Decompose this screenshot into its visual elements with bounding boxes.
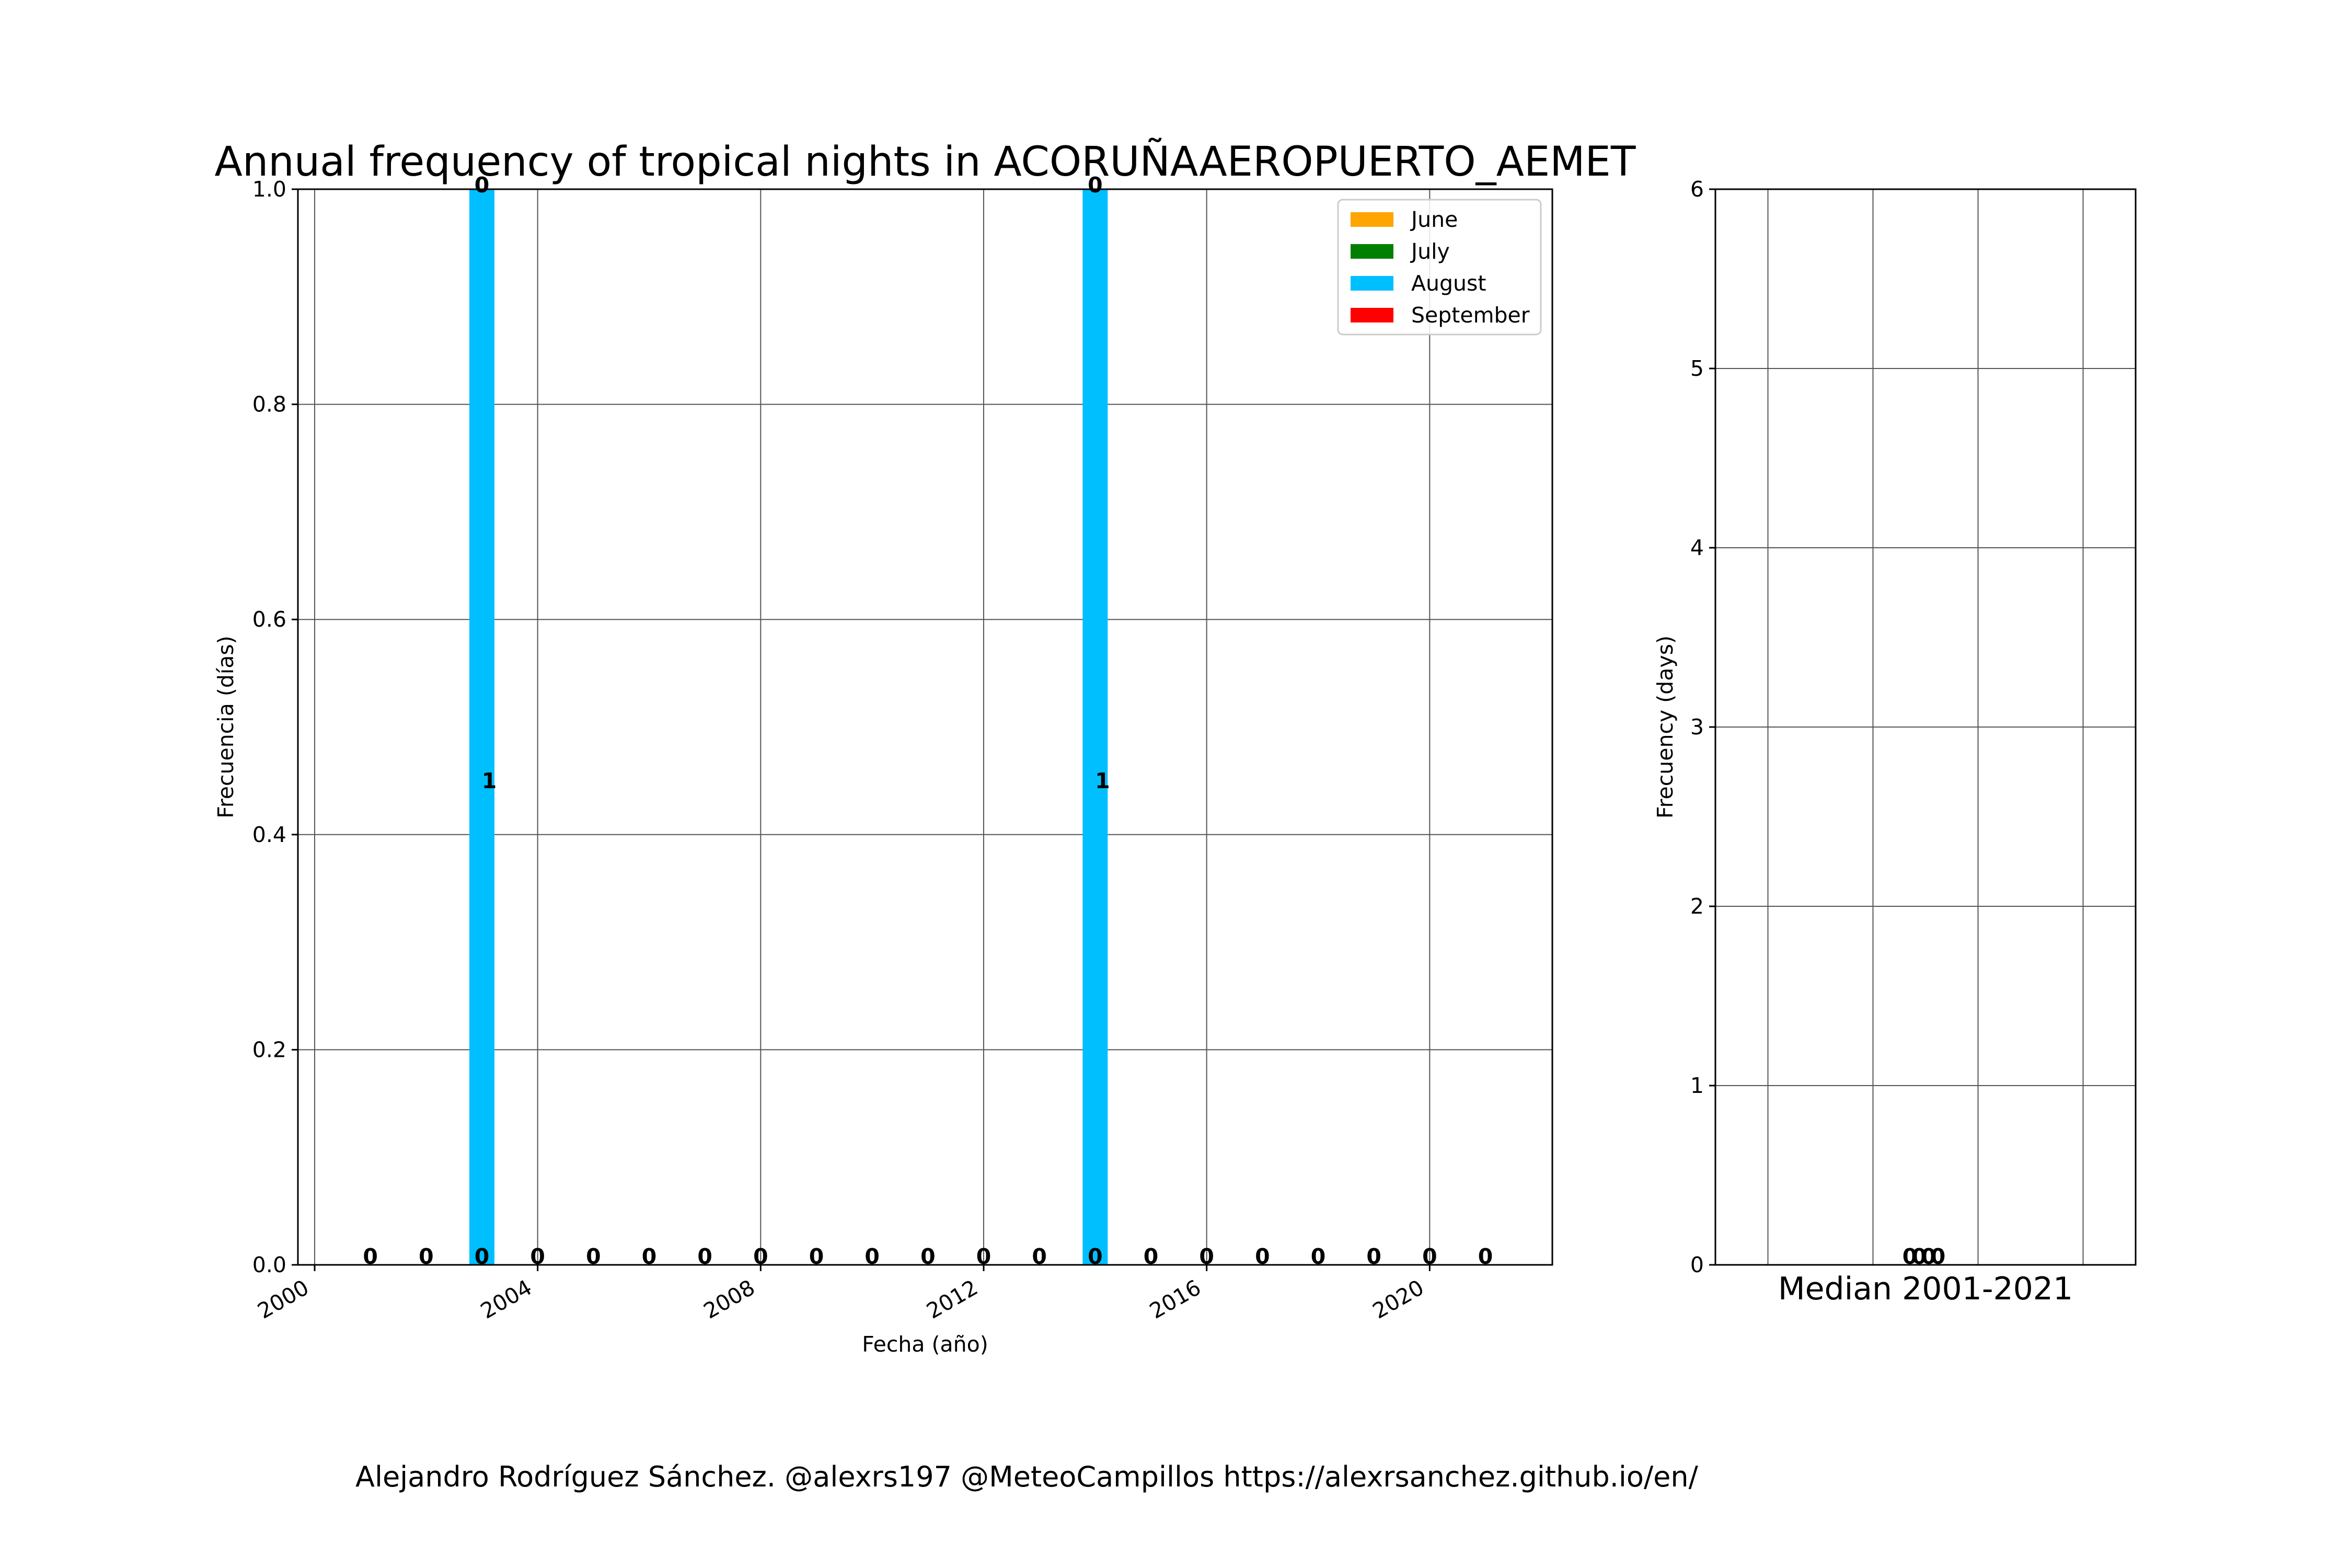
bar-value-label: 0	[1088, 1244, 1103, 1269]
bar-value-label: 0	[1311, 1244, 1326, 1269]
y-tick-label: 0.6	[252, 607, 286, 632]
bar-value-label: 0	[864, 1244, 880, 1269]
legend-swatch-july	[1351, 244, 1393, 259]
main-bar-labels: 0 0 0 0 0 0 0 0 0 0 0 0 0 0 0 0 0 0 0 0 0 1 1 0 0	[363, 172, 1493, 1269]
legend-label-june: June	[1410, 207, 1458, 232]
bar-value-label: 1	[1095, 768, 1110, 793]
median-value-label: 0	[1931, 1244, 1946, 1269]
legend-label-august: August	[1411, 271, 1486, 296]
median-ticks: 0 1 2 3 4 5 6	[1690, 177, 1715, 1277]
bar-value-label: 0	[1088, 172, 1103, 198]
y-tick-label: 0.4	[252, 822, 286, 847]
median-y-tick-label: 6	[1690, 177, 1704, 202]
bar-august	[1082, 189, 1108, 1265]
bar-value-label: 0	[642, 1244, 657, 1269]
median-y-tick-label: 0	[1690, 1252, 1704, 1277]
bar-value-label: 0	[920, 1244, 936, 1269]
median-value-label: 0	[1912, 1244, 1927, 1269]
median-y-axis-label: Frecuency (days)	[1653, 636, 1678, 818]
bar-value-label: 0	[1199, 1244, 1214, 1269]
bar-value-label: 1	[482, 768, 497, 793]
legend: June July August September	[1337, 199, 1542, 336]
median-value-label: 0	[1903, 1244, 1918, 1269]
legend-swatch-august	[1351, 276, 1393, 291]
bar-value-label: 0	[1144, 1244, 1159, 1269]
bar-value-label: 0	[1366, 1244, 1381, 1269]
legend-swatch-june	[1351, 212, 1393, 227]
bar-value-label: 0	[1255, 1244, 1270, 1269]
bar-value-label: 0	[1478, 1244, 1493, 1269]
bar-value-label: 0	[809, 1244, 824, 1269]
y-tick-label: 0.8	[252, 392, 286, 417]
bar-value-label: 0	[419, 1244, 434, 1269]
main-bars	[469, 189, 1108, 1265]
legend-label-september: September	[1411, 303, 1530, 328]
y-tick-label: 0.0	[252, 1252, 286, 1277]
median-y-tick-label: 3	[1690, 714, 1704, 740]
median-y-tick-label: 5	[1690, 356, 1704, 381]
bar-value-label: 0	[697, 1244, 712, 1269]
bar-value-label: 0	[475, 1244, 490, 1269]
bar-value-label: 0	[1032, 1244, 1047, 1269]
median-y-tick-label: 1	[1690, 1073, 1704, 1098]
bar-value-label: 0	[530, 1244, 545, 1269]
y-tick-label: 0.2	[252, 1037, 286, 1062]
median-y-tick-label: 4	[1690, 535, 1704, 560]
bar-value-label: 0	[976, 1244, 991, 1269]
credit-text: Alejandro Rodríguez Sánchez. @alexrs197 …	[355, 1460, 1699, 1493]
x-axis-label: Fecha (año)	[862, 1332, 988, 1357]
median-y-tick-label: 2	[1690, 894, 1704, 919]
y-axis-label: Frecuencia (días)	[213, 636, 238, 818]
median-axis-label: Median 2001-2021	[1778, 1271, 2073, 1307]
bar-value-label: 0	[586, 1244, 601, 1269]
y-tick-label: 1.0	[252, 177, 286, 202]
legend-label-july: July	[1410, 239, 1450, 264]
bar-value-label: 0	[1422, 1244, 1437, 1269]
legend-swatch-september	[1351, 308, 1393, 322]
main-plot-frame	[297, 188, 1553, 1266]
median-grid	[1715, 189, 2136, 1265]
bar-value-label: 0	[475, 172, 490, 198]
legend-frame	[1337, 199, 1542, 336]
chart-title: Annual frequency of tropical nights in A…	[215, 137, 1636, 186]
bar-august	[469, 189, 494, 1265]
bar-value-label: 0	[753, 1244, 768, 1269]
bar-value-label: 0	[363, 1244, 378, 1269]
median-value-label: 0	[1921, 1244, 1936, 1269]
